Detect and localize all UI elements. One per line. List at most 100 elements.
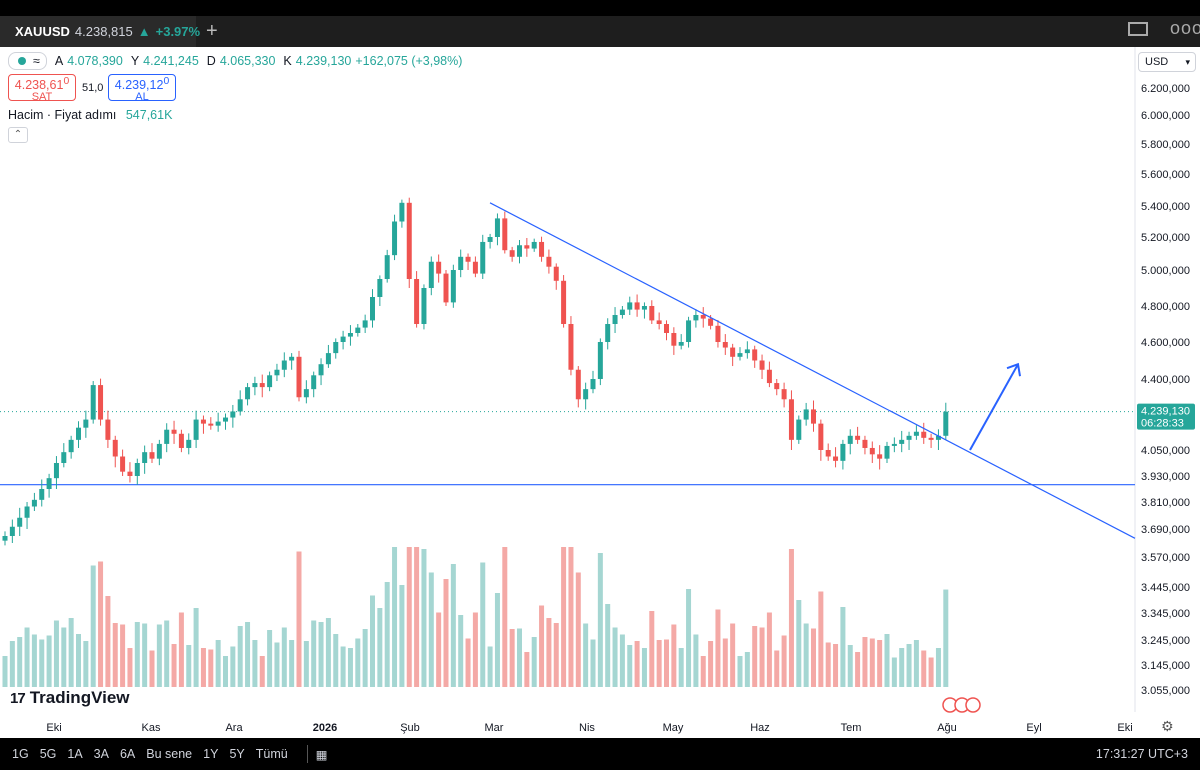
candle — [149, 443, 155, 463]
candle — [539, 236, 545, 262]
price-axis-label: 3.445,000 — [1141, 582, 1190, 594]
candle-body — [752, 349, 758, 361]
price-axis-label: 4.800,000 — [1141, 301, 1190, 313]
candle — [98, 378, 104, 426]
calendar-icon[interactable]: ▦ — [315, 747, 328, 762]
candle-body — [384, 255, 390, 279]
candle-body — [24, 506, 30, 518]
candle-body — [590, 379, 596, 390]
event-flag-icon — [965, 697, 981, 713]
candle-body — [708, 318, 714, 326]
candle — [847, 429, 853, 455]
price-axis-label: 5.000,000 — [1141, 265, 1190, 277]
volume-bar — [83, 641, 89, 687]
candle-body — [546, 256, 552, 267]
range-button[interactable]: 3A — [93, 747, 109, 761]
symbol-tab[interactable]: XAUUSD 4.238,815 ▲ +3.97% — [0, 16, 200, 47]
candle — [759, 354, 765, 379]
price-chart[interactable]: 6.200,000 6.000,000 5.800,000 5.600,000 5.40… — [0, 47, 1200, 738]
volume-bar — [700, 656, 706, 687]
candle-body — [693, 315, 699, 321]
candle-body — [553, 266, 559, 281]
candle — [193, 410, 199, 448]
candle — [178, 429, 184, 453]
currency-select[interactable]: USD ▾ — [1138, 52, 1196, 72]
clock[interactable]: 17:31:27 UTC+3 — [1095, 747, 1188, 761]
candle — [443, 270, 449, 306]
more-icon[interactable]: ooo — [1170, 18, 1200, 38]
collapse-legend-icon[interactable]: ⌃ — [8, 127, 28, 143]
candle-body — [98, 385, 104, 420]
volume-bar — [906, 644, 912, 687]
range-button[interactable]: 1Y — [203, 747, 219, 761]
buy-button[interactable]: 4.239,120 AL — [108, 74, 176, 103]
volume-bar — [105, 596, 111, 687]
volume-bar — [142, 623, 148, 687]
candle-body — [730, 347, 736, 357]
volume-bar — [120, 624, 126, 687]
range-button[interactable]: 6A — [119, 747, 136, 761]
sell-button[interactable]: 4.238,610 SAT — [8, 74, 76, 103]
candle-body — [325, 353, 331, 365]
range-button[interactable]: 1G — [12, 747, 29, 761]
candle-body — [700, 315, 706, 319]
candle — [862, 435, 868, 455]
new-tab-button[interactable]: + — [206, 20, 218, 42]
candle-body — [149, 452, 155, 459]
range-button[interactable]: Tümü — [255, 747, 288, 761]
volume-bar — [200, 648, 206, 687]
candle-body — [766, 369, 772, 384]
range-button[interactable]: 5G — [39, 747, 57, 761]
volume-bar — [318, 622, 324, 687]
candle — [17, 507, 23, 536]
volume-bar — [715, 609, 721, 687]
layout-icon[interactable] — [1128, 22, 1148, 36]
candle — [524, 237, 530, 257]
time-axis-label: Haz — [750, 722, 770, 734]
gear-icon[interactable]: ⚙ — [1161, 718, 1174, 734]
symbol-name: XAUUSD — [15, 24, 70, 39]
volume-bar — [370, 595, 375, 687]
volume-bar — [943, 589, 949, 687]
volume-bar — [869, 638, 875, 687]
volume-bar — [928, 657, 934, 687]
candle-body — [891, 443, 897, 446]
candle-body — [634, 302, 640, 310]
price-axis-label: 6.000,000 — [1141, 110, 1190, 122]
candle — [436, 254, 442, 283]
volume-bar — [649, 611, 655, 687]
candle-body — [509, 250, 515, 257]
candle — [39, 479, 45, 507]
candle-body — [649, 306, 655, 321]
candle — [855, 426, 861, 444]
candle-body — [656, 320, 662, 324]
range-button[interactable]: Bu sene — [146, 747, 193, 761]
candle-body — [112, 439, 118, 457]
candle — [112, 435, 118, 468]
candle — [399, 199, 405, 228]
high-label: Y — [130, 54, 140, 68]
range-button[interactable]: 1A — [67, 747, 83, 761]
volume-indicator-legend[interactable]: Hacim · Fiyat adımı 547,61K — [8, 108, 172, 122]
candle — [53, 456, 59, 489]
buy-price-sup: 0 — [163, 76, 170, 87]
volume-bar — [913, 640, 919, 687]
candle-body — [833, 456, 839, 461]
candle — [546, 249, 552, 274]
volume-bar — [531, 637, 537, 687]
range-button[interactable]: 5Y — [229, 747, 245, 761]
candle-body — [156, 443, 162, 459]
candle — [788, 390, 794, 450]
candle-body — [943, 411, 949, 436]
indicator-toggle[interactable]: ≈ — [8, 52, 47, 70]
candle — [693, 309, 699, 328]
high-value: 4.241,245 — [143, 54, 199, 68]
price-axis-label: 5.400,000 — [1141, 201, 1190, 213]
candle — [641, 302, 647, 319]
candle-body — [223, 417, 228, 422]
candle — [414, 271, 420, 328]
volume-bar — [421, 549, 427, 687]
candle — [164, 423, 170, 453]
candle-body — [847, 435, 853, 444]
candle — [406, 197, 412, 288]
